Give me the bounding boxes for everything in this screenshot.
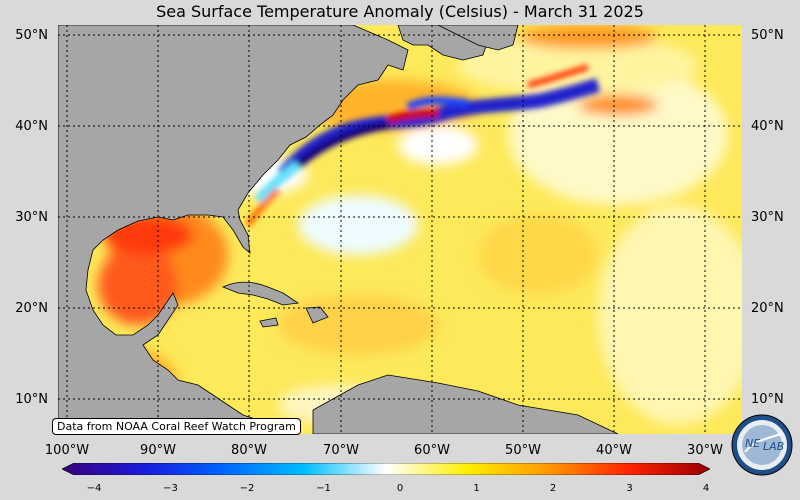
lon-label-80w: 80°W (231, 443, 267, 458)
map-title: Sea Surface Temperature Anomaly (Celsius… (156, 2, 644, 21)
colorbar-tick-label: −3 (163, 483, 178, 494)
colorbar-tick-label: −1 (316, 483, 331, 494)
colorbar-tick-label: −2 (239, 483, 255, 494)
lat-label-left-50n: 50°N (15, 28, 48, 43)
lon-label-50w: 50°W (505, 443, 541, 458)
colorbar-tick-label: 3 (626, 483, 633, 494)
lat-label-left-20n: 20°N (15, 301, 48, 316)
lon-label-60w: 60°W (414, 443, 450, 458)
colorbar-tick-label: 4 (702, 483, 710, 494)
lon-label-90w: 90°W (140, 443, 176, 458)
data-credit: Data from NOAA Coral Reef Watch Program (52, 418, 301, 435)
logo-text-right: LAB (763, 440, 784, 453)
graticule (58, 25, 742, 434)
colorbar-tick-label: 1 (473, 483, 480, 494)
cuba (221, 281, 300, 306)
lat-label-left-40n: 40°N (15, 119, 48, 134)
jamaica (259, 317, 279, 328)
lat-label-right-30n: 30°N (751, 210, 784, 225)
hispaniola (305, 306, 329, 324)
nesdis-lab-logo: NE LAB (731, 414, 793, 476)
lat-label-left-10n: 10°N (15, 392, 48, 407)
colorbar-tick-label: 0 (396, 483, 404, 494)
lat-label-right-10n: 10°N (751, 392, 784, 407)
lat-label-right-40n: 40°N (751, 119, 784, 134)
logo-text-left: NE (745, 437, 760, 450)
sst-anomaly-map (58, 25, 742, 434)
lat-label-right-20n: 20°N (751, 301, 784, 316)
north-america-landmass (58, 25, 409, 434)
south-america-landmass (312, 374, 619, 434)
colorbar-tick-label: −4 (86, 483, 102, 494)
newfoundland (437, 25, 519, 51)
colorbar-tick-label: 2 (549, 483, 557, 494)
colorbar (62, 463, 710, 475)
lat-label-left-30n: 30°N (15, 210, 48, 225)
lon-label-70w: 70°W (323, 443, 359, 458)
map-canvas (58, 25, 742, 434)
lat-label-right-50n: 50°N (751, 28, 784, 43)
lon-label-40w: 40°W (596, 443, 632, 458)
lon-label-30w: 30°W (687, 443, 723, 458)
lon-label-100w: 100°W (44, 443, 90, 458)
